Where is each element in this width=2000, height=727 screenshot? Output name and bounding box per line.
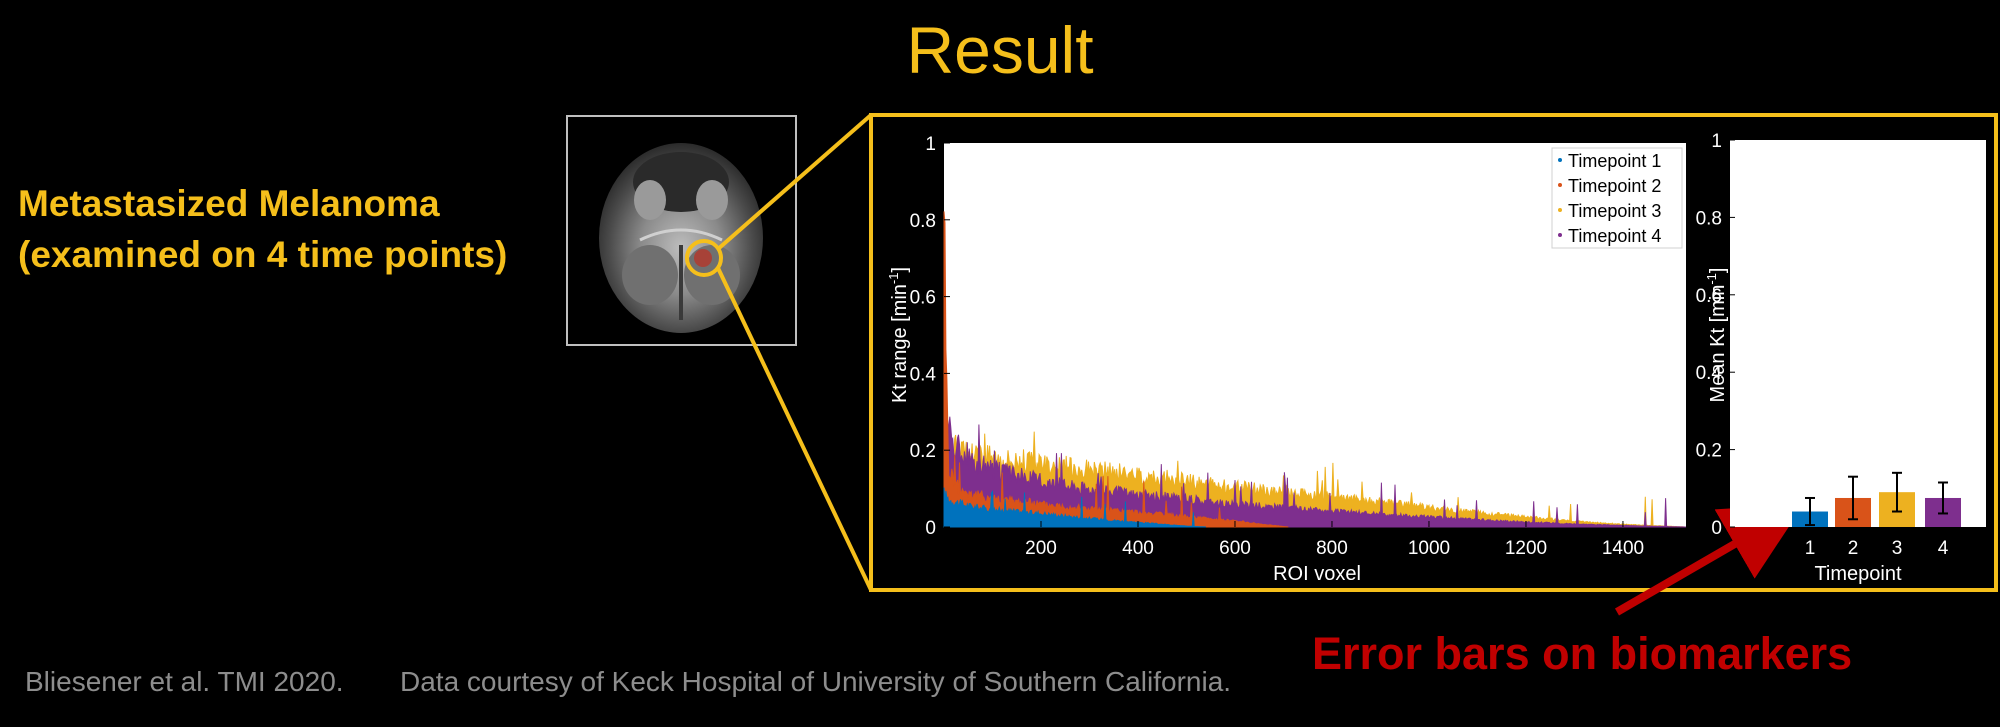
legend-box <box>1551 147 1683 249</box>
annotation-error-bars: Error bars on biomarkers <box>1312 628 1853 679</box>
mean-kt-xlabel: Timepoint <box>1814 563 1902 585</box>
legend-marker <box>1558 183 1562 187</box>
subject-line-1: Metastasized Melanoma <box>18 183 440 224</box>
ytick-label: 1 <box>1711 131 1722 152</box>
ytick-label: 0.6 <box>1696 286 1722 307</box>
kt-range-legend: Timepoint 1 Timepoint 2 Timepoint 3 Timepoi… <box>1551 147 1683 249</box>
lesion-circle <box>685 239 723 277</box>
kt-range-xlabel: ROI voxel <box>1273 563 1361 585</box>
legend-entry: Timepoint 4 <box>1568 226 1661 246</box>
data-courtesy: Data courtesy of Keck Hospital of Univer… <box>400 666 1232 697</box>
xtick-label: 2 <box>1848 538 1859 559</box>
ytick-label: 0.6 <box>910 288 936 309</box>
legend-entry: Timepoint 2 <box>1568 176 1661 196</box>
ytick-label: 0.8 <box>1696 208 1722 229</box>
ytick-label: 1 <box>925 134 936 155</box>
legend-entry: Timepoint 3 <box>1568 201 1661 221</box>
legend-marker <box>1558 208 1562 212</box>
brain-mri-thumbnail <box>566 115 797 346</box>
ytick-label: 0.8 <box>910 211 936 232</box>
lesion-zoom-callout <box>685 113 1998 592</box>
annotation-arrow <box>1614 503 1804 616</box>
xtick-label: 600 <box>1219 538 1251 559</box>
mean-kt-chart: 1 2 3 4 0 0.2 0.4 0.6 0.8 1 Timepoint Mean Kt [m… <box>1696 131 1986 585</box>
xtick-label: 1 <box>1805 538 1816 559</box>
mean-kt-ylabel: Mean Kt [min-1] <box>1704 268 1729 403</box>
ytick-label: 0 <box>1711 518 1722 539</box>
ytick-label: 0.4 <box>1696 363 1723 384</box>
series-1-area <box>943 487 1206 528</box>
xtick-label: 400 <box>1122 538 1154 559</box>
xtick-label: 200 <box>1025 538 1057 559</box>
zoom-frame <box>869 113 1998 592</box>
slide-title: Result <box>906 13 1094 87</box>
ytick-label: 0 <box>925 518 936 539</box>
series-2-area <box>943 211 1289 528</box>
mean-kt-plot-area <box>1730 140 1986 527</box>
citation: Bliesener et al. TMI 2020. <box>25 666 344 697</box>
legend-marker <box>1558 233 1562 237</box>
ytick-label: 0.4 <box>910 364 937 385</box>
kt-range-ylabel: Kt range [min-1] <box>886 267 911 403</box>
xtick-label: 1200 <box>1505 538 1547 559</box>
subject-line-2: (examined on 4 time points) <box>18 234 508 275</box>
xtick-label: 1400 <box>1602 538 1644 559</box>
ytick-label: 0.2 <box>910 441 936 462</box>
xtick-label: 4 <box>1938 538 1949 559</box>
legend-marker <box>1558 158 1562 162</box>
xtick-label: 3 <box>1892 538 1903 559</box>
xtick-label: 800 <box>1316 538 1348 559</box>
xtick-label: 1000 <box>1408 538 1450 559</box>
ytick-label: 0.2 <box>1696 441 1722 462</box>
legend-entry: Timepoint 1 <box>1568 151 1661 171</box>
